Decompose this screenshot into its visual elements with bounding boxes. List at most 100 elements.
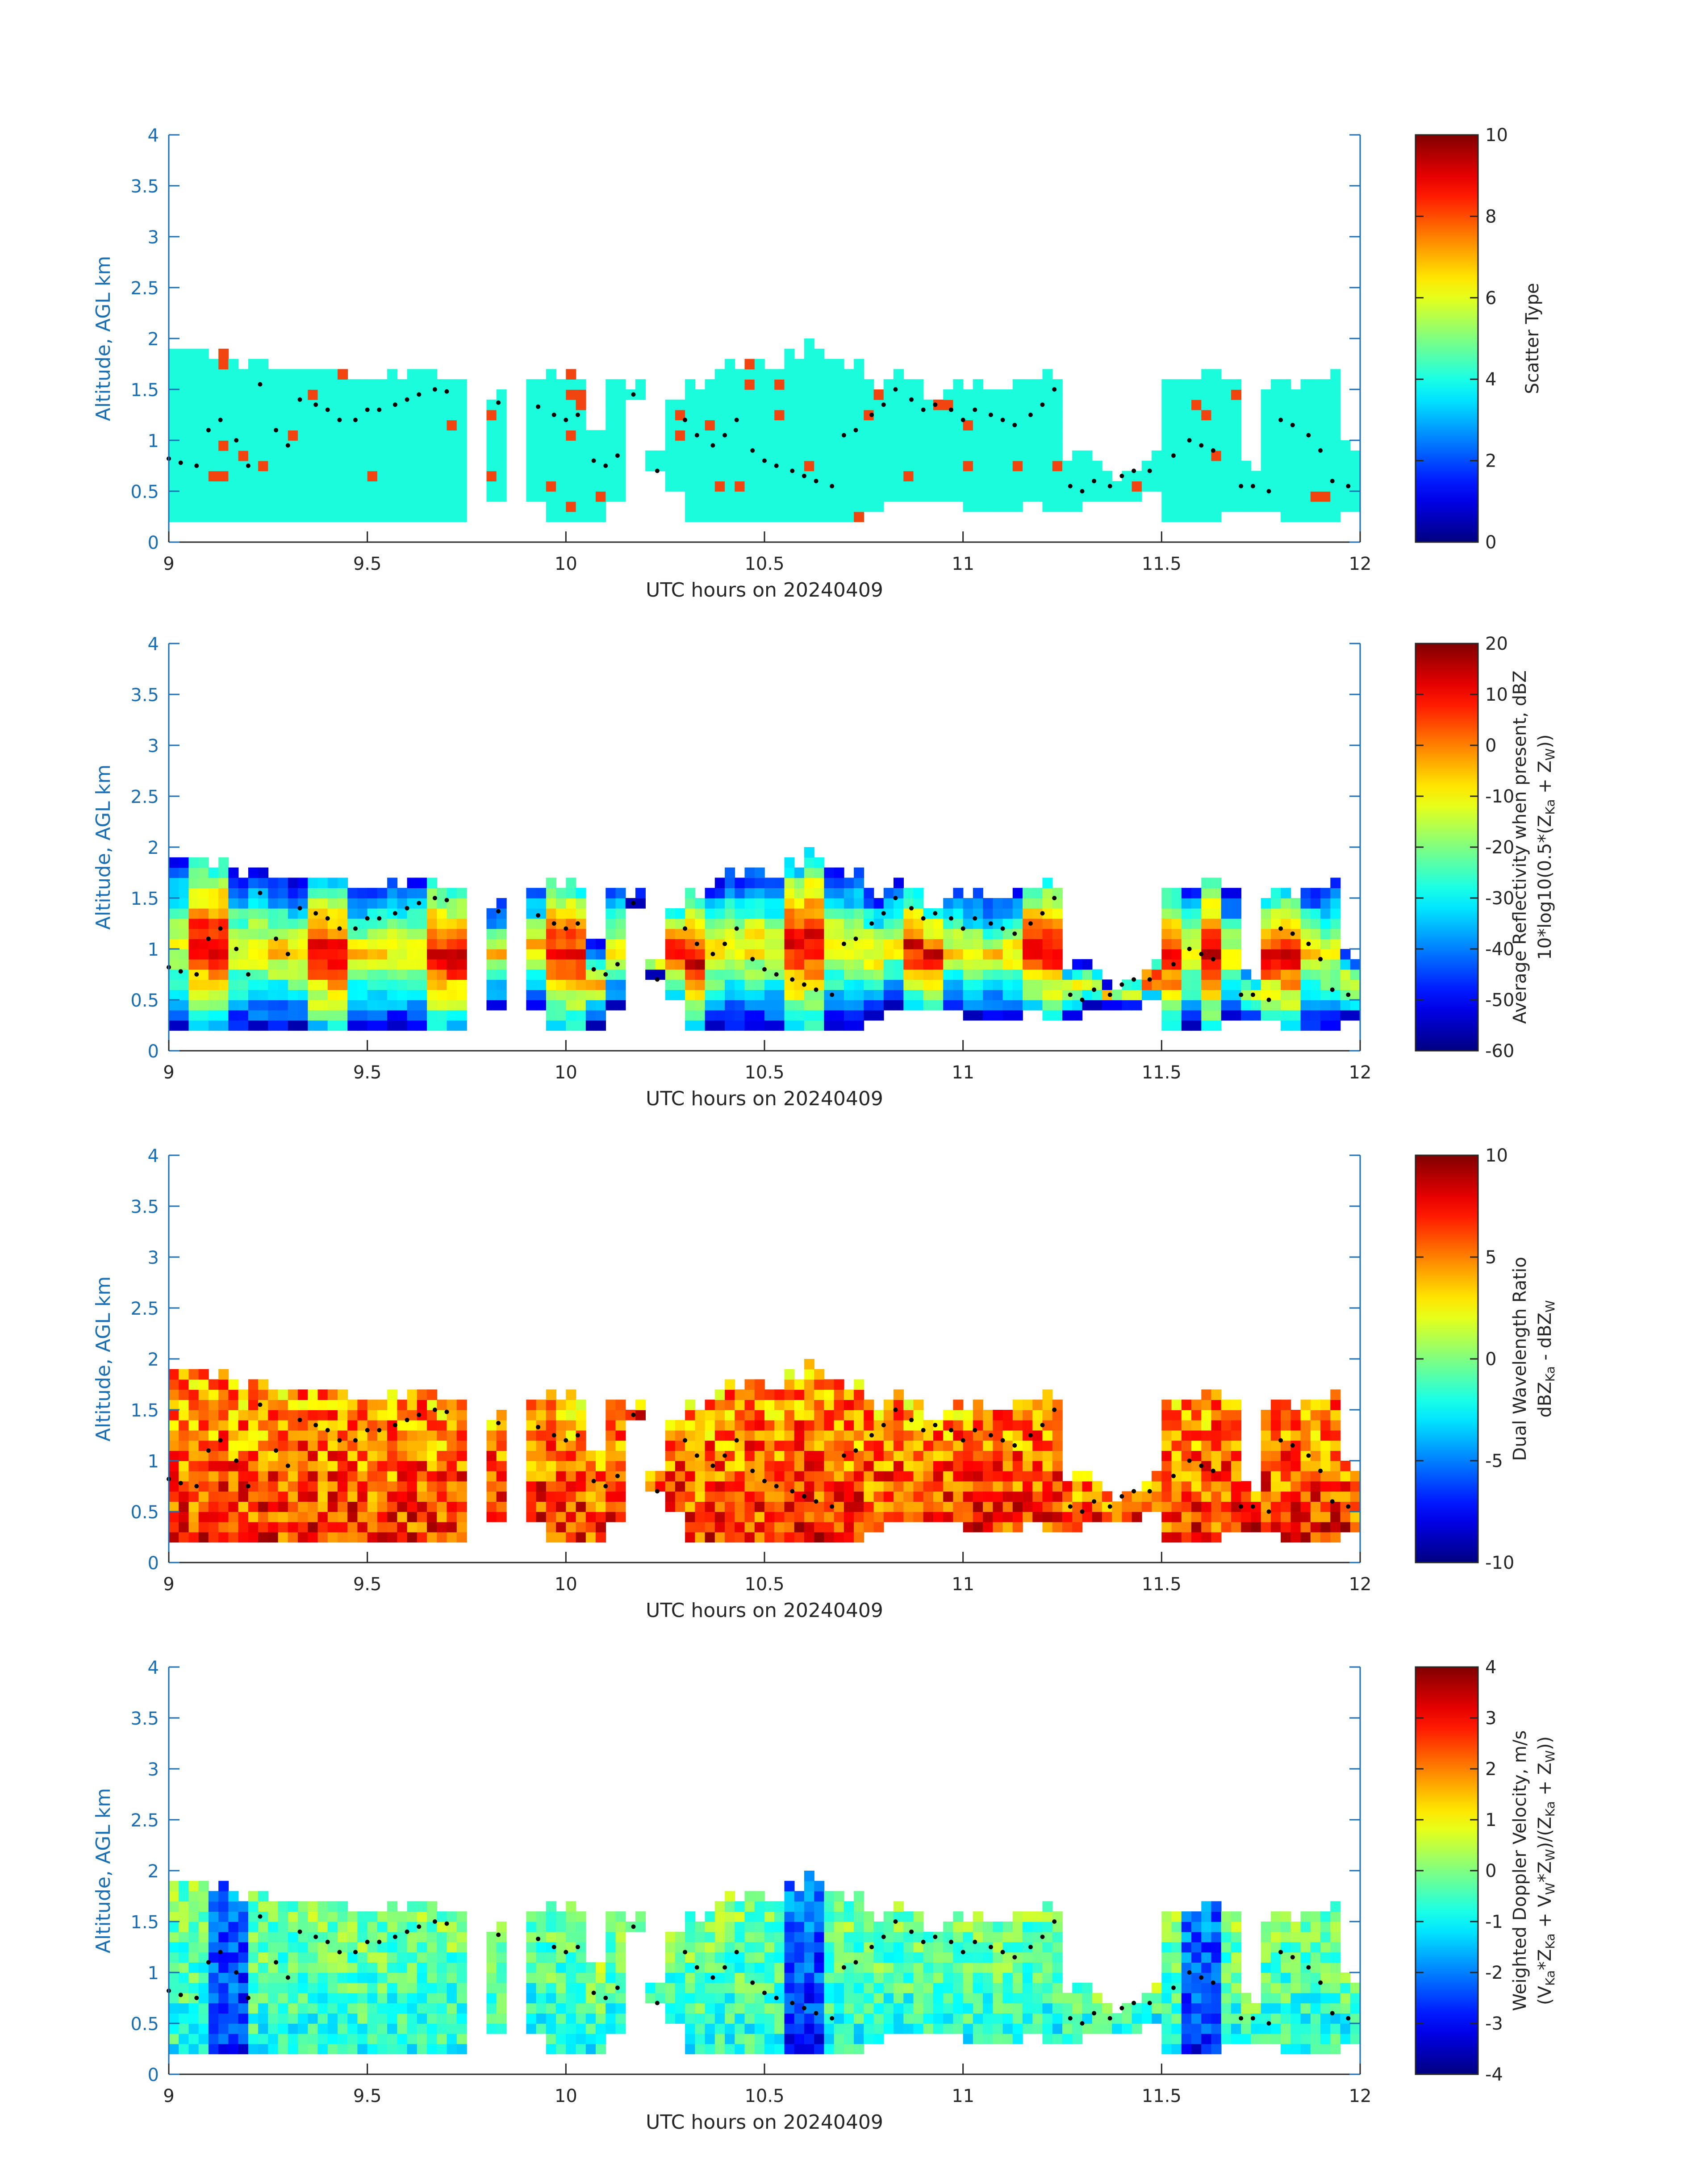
heatmap-cell [585,939,596,949]
heatmap-cell [248,867,259,878]
profile-dot [1080,998,1085,1002]
heatmap-cell [606,389,616,400]
heatmap-cell [1320,1471,1331,1482]
heatmap-cell [963,1481,973,1492]
heatmap-cell [367,908,378,919]
heatmap-cell [288,1512,298,1522]
heatmap-cell [705,440,715,451]
heatmap-cell [456,379,467,390]
heatmap-cell [894,450,904,461]
heatmap-cell [169,1942,179,1953]
heatmap-cell [1092,1000,1102,1011]
heatmap-cell [1023,898,1033,909]
heatmap-cell [188,1532,199,1543]
heatmap-cell [596,1532,606,1543]
heatmap-cell [844,1532,854,1543]
heatmap-cell [347,1420,358,1431]
heatmap-cell [447,1461,457,1471]
heatmap-cell [486,990,497,1000]
heatmap-cell [854,908,864,919]
heatmap-cell [556,928,567,939]
heatmap-cell [228,867,239,878]
heatmap-cell [824,1020,835,1031]
heatmap-cell [1330,1389,1341,1400]
profile-dot [1211,448,1215,453]
heatmap-cell [685,1000,696,1011]
heatmap-cell [1281,918,1291,929]
heatmap-cell [377,949,388,960]
heatmap-cell [873,908,884,919]
heatmap-cell [1191,471,1202,481]
heatmap-cell [437,379,447,390]
heatmap-cell [953,1461,964,1471]
heatmap-cell [596,1000,606,1011]
heatmap-cell [1012,1440,1023,1451]
heatmap-cell [1191,888,1202,898]
heatmap-cell [1241,460,1252,472]
heatmap-cell [258,440,269,451]
heatmap-cell [963,908,973,919]
heatmap-cell [943,1471,954,1482]
heatmap-cell [814,939,825,949]
heatmap-cell [1132,481,1142,492]
heatmap-cell [347,471,358,481]
heatmap-cell [437,918,447,929]
heatmap-cell [347,420,358,430]
heatmap-cell [705,979,715,990]
heatmap-cell [625,1410,636,1421]
heatmap-cell [903,928,914,939]
heatmap-cell [1290,440,1301,451]
heatmap-cell [278,460,288,472]
heatmap-cell [1281,1420,1291,1431]
heatmap-cell [437,1440,447,1451]
heatmap-cell [456,1000,467,1011]
heatmap-cell [615,440,626,451]
heatmap-cell [437,409,447,421]
heatmap-cell [218,1911,229,1922]
heatmap-cell [188,1891,199,1902]
heatmap-cell [288,1922,298,1932]
heatmap-cell [943,959,954,970]
heatmap-cell [1052,1410,1063,1421]
heatmap-cell [327,1532,338,1543]
heatmap-cell [695,1420,706,1431]
profile-dot [1028,921,1033,926]
heatmap-cell [298,1440,308,1451]
heatmap-cell [744,491,755,502]
heatmap-cell [883,430,894,441]
heatmap-cell [576,471,586,481]
heatmap-cell [1191,1532,1202,1543]
heatmap-cell [367,990,378,1000]
heatmap-cell [754,918,765,929]
heatmap-cell [556,1521,567,1533]
heatmap-cell [238,379,249,390]
heatmap-cell [1211,1491,1222,1502]
heatmap-cell [665,969,676,980]
heatmap-cell [377,1000,388,1011]
heatmap-cell [298,430,308,441]
heatmap-cell [1211,1481,1222,1492]
heatmap-cell [1330,949,1341,960]
heatmap-cell [834,888,844,898]
profile-dot [893,1408,898,1412]
heatmap-cell [288,1993,298,2004]
heatmap-cell [1002,959,1013,970]
heatmap-cell [824,369,835,380]
heatmap-cell [437,1420,447,1431]
profile-dot [1266,489,1271,493]
heatmap-cell [804,440,814,451]
heatmap-cell [228,1521,239,1533]
heatmap-cell [367,440,378,451]
heatmap-cell [308,1481,318,1492]
heatmap-cell [714,450,725,461]
heatmap-cell [585,1481,596,1492]
heatmap-cell [695,908,706,919]
heatmap-cell [367,409,378,421]
heatmap-cell [606,1420,616,1431]
heatmap-cell [357,1020,368,1031]
heatmap-cell [338,1461,348,1471]
heatmap-cell [844,491,854,502]
heatmap-cell [1023,949,1033,960]
heatmap-cell [298,898,308,909]
heatmap-cell [645,969,656,980]
